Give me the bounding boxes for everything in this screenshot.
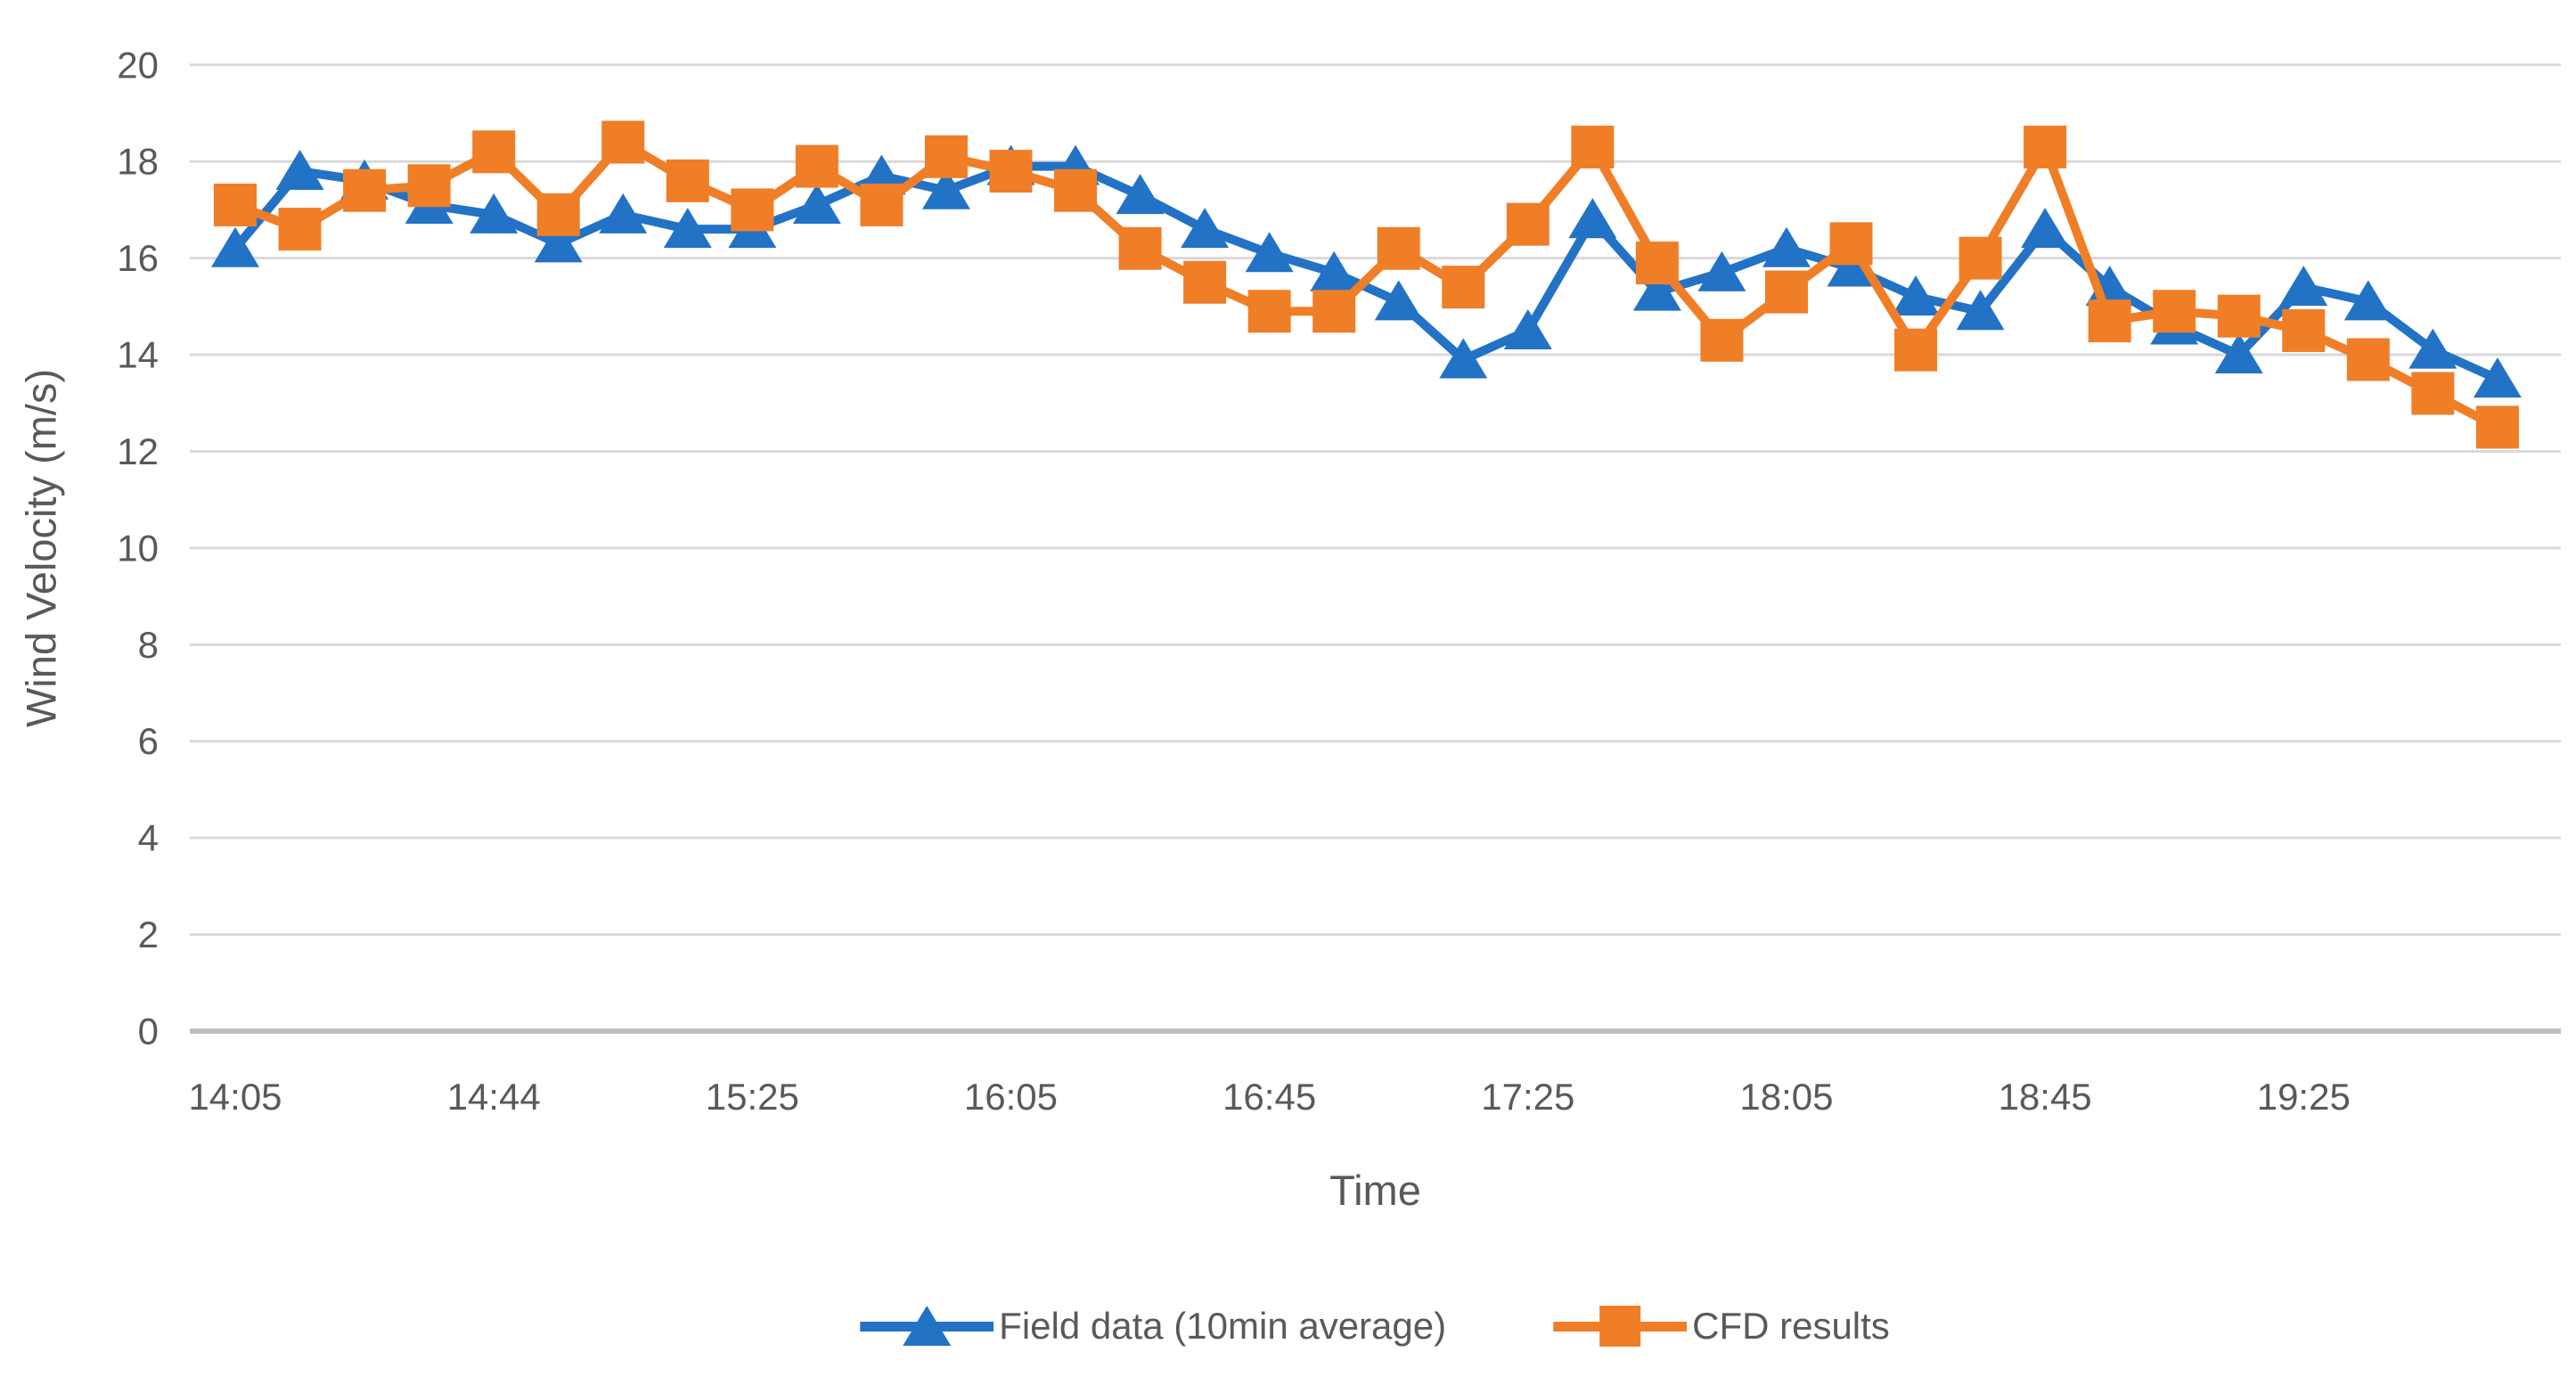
data-point-square xyxy=(731,188,774,232)
data-point-triangle xyxy=(2279,266,2328,307)
data-point-triangle xyxy=(1632,270,1681,311)
data-point-triangle xyxy=(1568,198,1617,239)
data-point-square xyxy=(2475,406,2519,449)
data-point-square xyxy=(924,135,968,178)
legend-item-cfd-results: CFD results xyxy=(1553,1303,1890,1349)
data-point-triangle xyxy=(1956,290,2005,331)
data-point-square xyxy=(1959,236,2002,280)
data-point-triangle xyxy=(1245,232,1294,273)
data-point-triangle xyxy=(1439,338,1488,379)
data-point-triangle xyxy=(792,184,841,225)
y-tick-label: 18 xyxy=(117,141,159,183)
data-point-square xyxy=(1247,290,1291,333)
data-point-triangle xyxy=(2473,357,2522,398)
y-axis-title: Wind Velocity (m/s) xyxy=(17,368,65,728)
data-point-triangle xyxy=(1892,275,1941,316)
data-point-square xyxy=(1183,260,1227,304)
x-tick-label: 17:25 xyxy=(1481,1076,1574,1118)
y-tick-label: 20 xyxy=(117,44,159,86)
data-point-triangle xyxy=(1181,208,1230,249)
data-point-square xyxy=(860,184,904,227)
data-point-square xyxy=(1313,290,1356,333)
x-tick-label: 15:25 xyxy=(706,1076,799,1118)
legend-label-cfd-results: CFD results xyxy=(1692,1305,1890,1347)
data-point-triangle xyxy=(211,226,259,267)
x-tick-label: 14:05 xyxy=(188,1076,282,1118)
series-line-cfd-results xyxy=(231,137,2502,432)
data-point-triangle xyxy=(663,208,712,249)
data-point-triangle xyxy=(470,193,519,234)
data-point-square xyxy=(2153,290,2196,333)
data-point-square xyxy=(795,144,838,188)
data-point-square xyxy=(989,150,1033,193)
data-point-square xyxy=(1377,226,1420,270)
x-tick-label: 18:45 xyxy=(1999,1076,2092,1118)
y-tick-label: 14 xyxy=(117,334,159,376)
data-point-square xyxy=(2346,338,2390,381)
data-point-square xyxy=(214,184,257,227)
legend: Field data (10min average) CFD results xyxy=(860,1303,1890,1349)
x-tick-label: 18:05 xyxy=(1739,1076,1833,1118)
data-point-triangle xyxy=(275,150,324,191)
data-point-triangle xyxy=(1374,280,1423,321)
data-point-square xyxy=(536,193,580,236)
data-point-triangle xyxy=(1762,226,1811,267)
data-point-triangle xyxy=(1116,174,1165,215)
y-tick-label: 0 xyxy=(138,1011,159,1053)
data-point-square xyxy=(278,208,322,251)
y-tick-label: 16 xyxy=(117,237,159,279)
data-point-triangle xyxy=(2408,328,2457,369)
data-point-triangle xyxy=(2021,208,2070,249)
legend-triangle-marker-icon xyxy=(860,1306,994,1346)
data-point-square xyxy=(1442,266,1485,309)
data-point-square xyxy=(1506,202,1550,246)
data-point-triangle xyxy=(921,168,970,209)
data-point-square xyxy=(2217,294,2261,338)
y-tick-label: 4 xyxy=(138,817,159,859)
data-point-square xyxy=(343,168,387,212)
legend-label-field-data: Field data (10min average) xyxy=(999,1305,1447,1347)
data-point-square xyxy=(472,130,516,174)
data-point-triangle xyxy=(1503,308,1552,349)
data-point-triangle xyxy=(599,193,648,234)
data-point-square xyxy=(1054,168,1098,212)
data-point-square xyxy=(1700,318,1744,362)
data-point-square xyxy=(1894,328,1938,372)
data-point-square xyxy=(407,164,451,208)
y-tick-label: 6 xyxy=(138,720,159,762)
data-point-square xyxy=(1764,270,1808,314)
data-point-square xyxy=(666,159,709,202)
legend-item-field-data: Field data (10min average) xyxy=(860,1303,1446,1349)
data-point-square xyxy=(2088,299,2131,343)
y-tick-label: 8 xyxy=(138,624,159,666)
data-point-triangle xyxy=(534,222,583,263)
data-point-square xyxy=(2024,125,2067,168)
y-tick-label: 12 xyxy=(117,430,159,472)
data-point-square xyxy=(601,120,645,164)
x-axis-title: Time xyxy=(1329,1167,1421,1214)
y-tick-label: 2 xyxy=(138,914,159,955)
x-tick-label: 19:25 xyxy=(2257,1076,2351,1118)
data-point-triangle xyxy=(1827,246,1876,287)
data-point-triangle xyxy=(1310,250,1359,291)
x-tick-label: 14:44 xyxy=(447,1076,541,1118)
data-point-square xyxy=(1571,125,1615,168)
data-point-triangle xyxy=(2214,333,2263,374)
x-tick-label: 16:05 xyxy=(964,1076,1058,1118)
data-point-square xyxy=(2411,372,2455,415)
y-tick-label: 10 xyxy=(117,527,159,569)
data-point-square xyxy=(1118,226,1162,270)
data-point-square xyxy=(1829,222,1873,266)
x-tick-label: 16:45 xyxy=(1223,1076,1316,1118)
data-point-square xyxy=(1635,242,1679,285)
data-point-triangle xyxy=(2343,280,2392,321)
data-point-triangle xyxy=(1697,250,1746,291)
legend-square-marker-icon xyxy=(1553,1306,1688,1347)
data-point-square xyxy=(2282,308,2326,352)
